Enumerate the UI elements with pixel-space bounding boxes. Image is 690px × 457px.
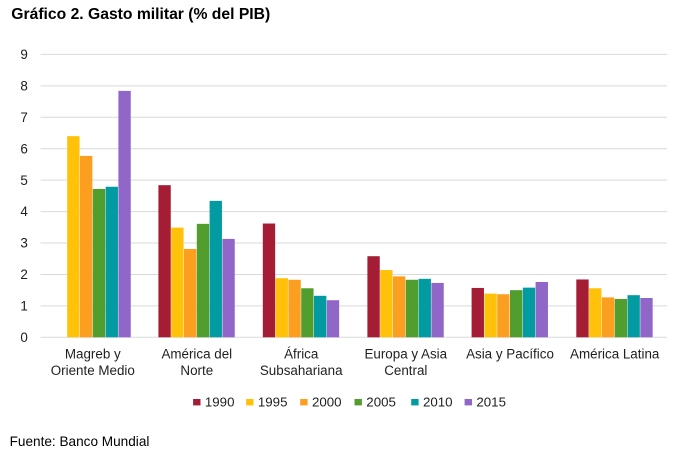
svg-text:1990: 1990	[205, 395, 235, 410]
svg-text:1: 1	[20, 299, 27, 314]
svg-text:8: 8	[20, 79, 27, 94]
svg-text:América del: América del	[161, 346, 232, 361]
svg-text:4: 4	[20, 204, 28, 219]
svg-text:3: 3	[20, 236, 27, 251]
svg-text:Subsahariana: Subsahariana	[260, 363, 343, 378]
svg-text:África: África	[284, 346, 319, 361]
svg-text:2015: 2015	[476, 395, 506, 410]
svg-text:América Latina: América Latina	[570, 346, 660, 361]
svg-text:Asia y Pacífico: Asia y Pacífico	[466, 346, 554, 361]
svg-text:1995: 1995	[258, 395, 288, 410]
svg-text:7: 7	[20, 110, 27, 125]
svg-text:0: 0	[20, 330, 27, 345]
svg-text:2005: 2005	[366, 395, 396, 410]
svg-text:9: 9	[20, 47, 27, 62]
svg-text:Magreb y: Magreb y	[65, 346, 121, 361]
svg-text:2000: 2000	[312, 395, 342, 410]
svg-text:Europa y Asia: Europa y Asia	[364, 346, 447, 361]
svg-text:Oriente Medio: Oriente Medio	[51, 363, 135, 378]
svg-text:2010: 2010	[423, 395, 453, 410]
svg-text:6: 6	[20, 141, 27, 156]
svg-text:5: 5	[20, 173, 27, 188]
svg-text:Central: Central	[384, 363, 427, 378]
svg-text:Norte: Norte	[180, 363, 213, 378]
svg-text:2: 2	[20, 267, 27, 282]
